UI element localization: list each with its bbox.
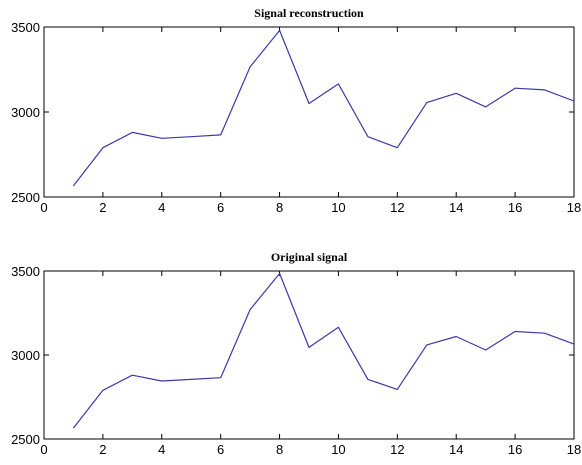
- x-tick-label: 10: [331, 200, 345, 215]
- y-tick-label: 3000: [11, 348, 40, 363]
- plot-frame: [43, 26, 575, 198]
- series-line: [72, 272, 575, 429]
- x-tick-label: 4: [158, 200, 165, 215]
- chart-panel-2: 0 2 4 6 8 10 12 14 16 18 2500 3000 3500 Original sign…: [11, 250, 581, 457]
- chart-title: Signal reconstruction: [254, 6, 364, 20]
- chart-title: Original signal: [271, 250, 348, 264]
- y-tick-label: 3500: [11, 20, 40, 35]
- x-tick-label: 10: [331, 442, 345, 457]
- x-tick-label: 16: [508, 442, 522, 457]
- x-tick-label: 6: [217, 200, 224, 215]
- x-tick-label: 8: [276, 200, 283, 215]
- x-tick-label: 8: [276, 442, 283, 457]
- x-tick-label: 18: [567, 442, 581, 457]
- x-tick-label: 14: [449, 200, 463, 215]
- x-tick-label: 12: [390, 442, 404, 457]
- y-tick-label: 3500: [11, 264, 40, 279]
- x-tick-label: 2: [99, 200, 106, 215]
- y-tick-label: 2500: [11, 190, 40, 205]
- x-tick-label: 4: [158, 442, 165, 457]
- x-tick-label: 2: [99, 442, 106, 457]
- plot-frame: [43, 270, 575, 440]
- x-tick-label: 0: [40, 442, 47, 457]
- series-line: [72, 29, 575, 187]
- x-tick-label: 16: [508, 200, 522, 215]
- x-tick-label: 6: [217, 442, 224, 457]
- x-tick-label: 12: [390, 200, 404, 215]
- y-tick-label: 2500: [11, 432, 40, 447]
- x-tick-label: 14: [449, 442, 463, 457]
- x-tick-label: 0: [40, 200, 47, 215]
- chart-panel-1: 0 2 4 6 8 10 12 14 16 18 2500 3000 3500 Signal recons…: [11, 6, 581, 215]
- y-tick-label: 3000: [11, 105, 40, 120]
- x-tick-label: 18: [567, 200, 581, 215]
